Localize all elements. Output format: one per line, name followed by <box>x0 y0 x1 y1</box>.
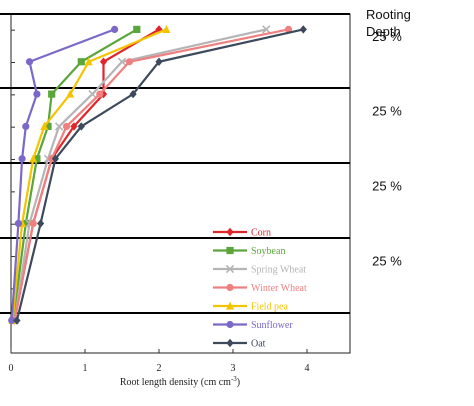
data-point-sunflower <box>33 90 41 98</box>
data-point-sunflower <box>14 219 22 228</box>
rooting-depth-header-line1: Rooting <box>366 7 411 22</box>
data-point-winter-wheat <box>96 90 104 98</box>
series-oat <box>13 25 307 325</box>
series-line-corn <box>13 28 160 321</box>
depth-percent-label: 25 % <box>372 104 402 119</box>
depth-percent-label: 25 % <box>372 254 402 269</box>
data-point-oat <box>155 57 163 66</box>
series-group <box>8 25 307 325</box>
data-point-corn <box>70 122 78 131</box>
x-tick-label: 0 <box>9 363 14 374</box>
data-point-field-pea <box>66 89 75 98</box>
data-point-winter-wheat <box>29 219 37 228</box>
data-point-corn <box>99 57 108 66</box>
data-point-sunflower <box>18 155 26 163</box>
legend-label: Spring Wheat <box>251 265 306 276</box>
x-tick-label: 4 <box>305 363 310 374</box>
series-line-winter-wheat <box>13 28 289 321</box>
data-point-spring-wheat <box>117 57 127 66</box>
data-point-field-pea <box>162 25 171 33</box>
legend-item-spring-wheat: Spring Wheat <box>213 265 306 276</box>
data-point-sunflower <box>8 316 16 325</box>
legend-marker <box>225 264 235 274</box>
legend-item-field-pea: Field pea <box>213 302 288 313</box>
data-point-winter-wheat <box>125 58 133 66</box>
data-point-sunflower <box>25 58 34 66</box>
data-point-field-pea <box>40 122 49 131</box>
legend: Corn Soybean Spring Wheat Winter Wheat Field… <box>213 228 307 350</box>
data-point-soybean <box>77 58 85 66</box>
data-point-field-pea <box>29 154 38 163</box>
data-point-oat <box>13 316 21 325</box>
legend-item-oat: Oat <box>213 339 266 350</box>
data-point-oat <box>299 25 307 34</box>
series-field-pea <box>8 25 171 325</box>
x-tick-label: 2 <box>157 363 162 374</box>
legend-item-winter-wheat: Winter Wheat <box>213 283 307 294</box>
legend-marker <box>226 320 234 329</box>
x-tick-label: 3 <box>231 363 236 374</box>
legend-item-corn: Corn <box>213 228 271 239</box>
data-point-field-pea <box>84 57 93 66</box>
data-point-sunflower <box>111 25 119 33</box>
data-point-soybean <box>48 90 56 98</box>
data-point-oat <box>37 219 45 228</box>
legend-label: Corn <box>251 228 271 239</box>
data-point-oat <box>129 89 137 99</box>
legend-marker <box>226 338 234 348</box>
legend-marker <box>226 301 234 310</box>
series-sunflower <box>8 25 119 325</box>
x-axis-label: Root length density (cm cm-3) <box>120 375 240 388</box>
data-point-corn <box>99 89 108 99</box>
legend-item-soybean: Soybean <box>213 246 285 257</box>
series-spring-wheat <box>10 25 271 325</box>
data-point-spring-wheat <box>88 89 97 99</box>
x-axis: 0 1 2 3 4 <box>9 349 310 374</box>
legend-label: Sunflower <box>251 320 293 331</box>
plot-frame <box>10 13 351 354</box>
data-point-soybean <box>44 122 52 131</box>
legend-marker <box>226 227 234 237</box>
legend-label: Field pea <box>251 302 288 313</box>
data-point-spring-wheat <box>54 122 64 131</box>
data-point-soybean <box>22 219 30 228</box>
legend-label: Soybean <box>251 246 285 257</box>
legend-label: Winter Wheat <box>251 283 307 294</box>
depth-percent-label: 25 % <box>372 179 402 194</box>
data-point-sunflower <box>22 122 30 131</box>
data-point-oat <box>77 122 85 131</box>
legend-label: Oat <box>251 339 266 350</box>
plot-area-border <box>10 13 351 354</box>
rooting-depth-header-line2: Depth <box>366 24 401 39</box>
legend-marker <box>226 283 234 292</box>
y-axis-ticks <box>11 29 15 290</box>
data-point-corn <box>155 25 163 34</box>
data-point-winter-wheat <box>62 122 71 131</box>
data-point-soybean <box>133 25 141 33</box>
legend-item-sunflower: Sunflower <box>213 320 293 331</box>
rooting-depth-column: Rooting Depth 25 % 25 % 25 % 25 % <box>366 7 411 269</box>
data-point-soybean <box>33 155 41 163</box>
series-line-oat <box>15 28 304 321</box>
x-tick-label: 1 <box>83 363 88 374</box>
legend-marker <box>226 246 234 255</box>
series-line-field-pea <box>11 28 167 321</box>
depth-percent-label: 25 % <box>372 29 402 44</box>
data-point-oat <box>51 154 59 163</box>
data-point-spring-wheat <box>262 25 271 34</box>
